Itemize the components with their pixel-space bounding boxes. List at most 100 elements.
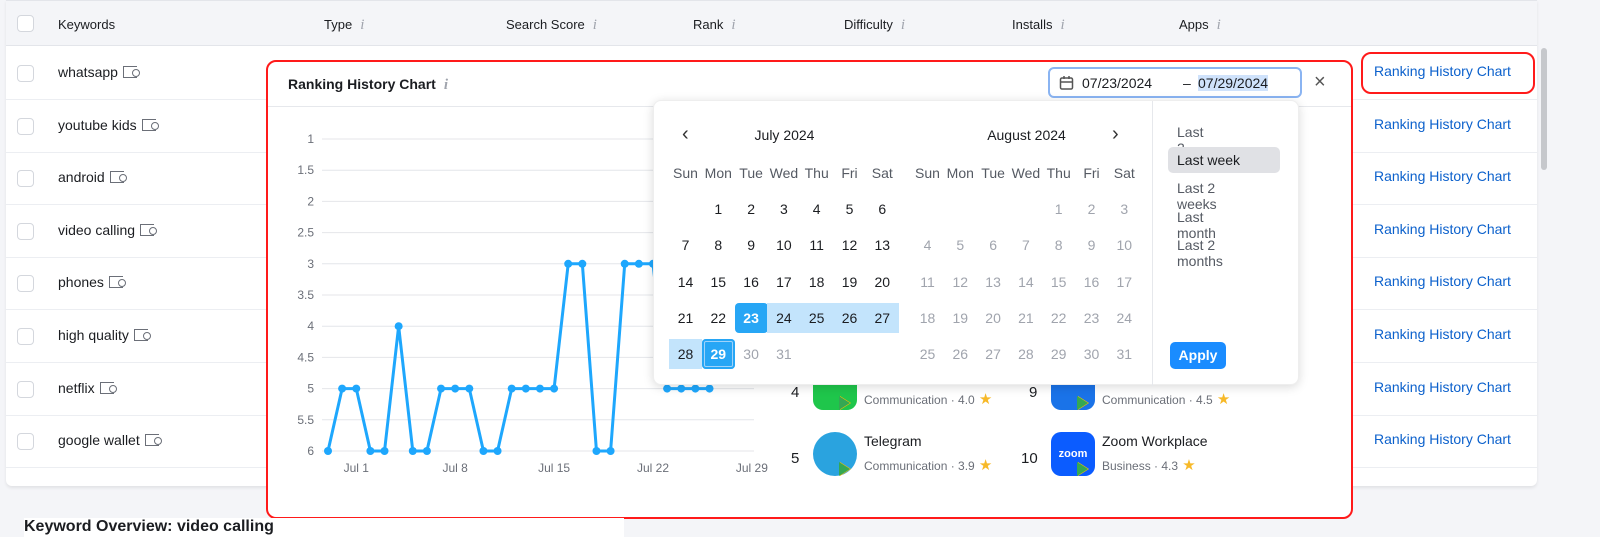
calendar-day[interactable]: 8	[714, 237, 723, 254]
preset-option[interactable]: Last 2 weeks	[1177, 180, 1217, 213]
info-icon[interactable]: i	[1216, 17, 1221, 33]
calendar-day[interactable]: 16	[1083, 273, 1100, 290]
calendar-day[interactable]: 20	[985, 309, 1001, 326]
calendar-day[interactable]: 6	[878, 201, 887, 217]
calendar-day[interactable]: 1	[1054, 201, 1063, 217]
ranking-history-chart-link[interactable]: Ranking History Chart	[1374, 168, 1511, 185]
ranking-history-chart-link[interactable]: Ranking History Chart	[1374, 273, 1511, 290]
row-checkbox[interactable]	[17, 65, 34, 82]
calendar-day[interactable]: 27	[985, 346, 1001, 363]
col-rank[interactable]: Rank i	[693, 17, 736, 34]
ranking-history-chart-link[interactable]: Ranking History Chart	[1374, 431, 1511, 448]
ranking-history-chart-link[interactable]: Ranking History Chart	[1374, 326, 1511, 342]
apply-button[interactable]: Apply	[1170, 342, 1226, 369]
calendar-day[interactable]: 21	[677, 309, 694, 326]
ranking-history-chart-link[interactable]: Ranking History Chart	[1374, 115, 1511, 132]
calendar-day[interactable]: 25	[800, 302, 834, 333]
calendar-day[interactable]: 14	[1018, 273, 1034, 290]
calendar-day[interactable]: 11	[920, 273, 935, 290]
calendar-day[interactable]: 25	[919, 346, 936, 363]
keyword-search-icon[interactable]	[140, 223, 158, 236]
ranking-history-chart-link[interactable]: Ranking History Chart	[1374, 220, 1511, 237]
calendar-day[interactable]: 7	[681, 237, 690, 254]
calendar-day[interactable]: 4	[812, 201, 821, 217]
data-point[interactable]	[366, 447, 375, 455]
data-point[interactable]	[507, 384, 516, 393]
keyword-search-icon[interactable]	[99, 381, 117, 394]
calendar-day[interactable]: 28	[669, 339, 702, 370]
calendar-day[interactable]: 15	[1050, 273, 1067, 290]
data-point[interactable]	[380, 447, 389, 455]
calendar-day[interactable]: 19	[952, 309, 969, 326]
calendar-day[interactable]: 27	[865, 302, 899, 333]
data-point[interactable]	[705, 384, 714, 393]
calendar-day[interactable]: 15	[710, 273, 727, 290]
keyword-search-icon[interactable]	[141, 118, 159, 131]
telegram-icon[interactable]	[813, 432, 857, 476]
info-icon[interactable]: i	[592, 17, 597, 33]
preset-option[interactable]: Last month	[1177, 208, 1216, 241]
row-checkbox[interactable]	[17, 328, 34, 345]
data-point[interactable]	[479, 447, 488, 455]
calendar-day[interactable]: 20	[874, 273, 891, 290]
data-point[interactable]	[324, 447, 332, 455]
ranking-history-chart-link[interactable]: Ranking History Chart	[1374, 63, 1511, 79]
calendar-day[interactable]: 9	[747, 237, 755, 254]
data-point[interactable]	[578, 259, 587, 268]
data-point[interactable]	[550, 384, 559, 393]
calendar-day[interactable]: 18	[808, 273, 825, 290]
calendar-day[interactable]: 24	[767, 302, 801, 333]
app-name[interactable]: Telegram	[864, 433, 922, 449]
calendar-day[interactable]: 17	[776, 273, 792, 290]
data-point[interactable]	[422, 447, 431, 455]
keyword-search-icon[interactable]	[109, 171, 127, 184]
data-point[interactable]	[451, 384, 460, 393]
calendar-day[interactable]: 22	[710, 309, 727, 326]
col-installs[interactable]: Installs i	[1012, 17, 1065, 34]
data-point[interactable]	[408, 447, 417, 455]
start-date[interactable]: 07/23/2024	[1082, 75, 1153, 91]
calendar-day[interactable]: 16	[743, 273, 759, 290]
calendar-day[interactable]: 12	[952, 273, 969, 290]
row-checkbox[interactable]	[17, 117, 34, 135]
preset-option[interactable]: Last week	[1168, 147, 1280, 174]
ranking-history-chart-link[interactable]: Ranking History Chart	[1374, 378, 1511, 395]
calendar-day[interactable]: 13	[874, 237, 891, 254]
calendar-day[interactable]: 3	[1120, 201, 1129, 217]
col-apps[interactable]: Apps i	[1179, 17, 1221, 34]
keyword-search-icon[interactable]	[144, 434, 162, 447]
data-point[interactable]	[352, 384, 361, 393]
data-point[interactable]	[465, 384, 474, 393]
data-point[interactable]	[437, 384, 446, 393]
info-icon[interactable]: i	[900, 17, 906, 33]
calendar-day[interactable]: 10	[776, 237, 792, 254]
calendar-day[interactable]: 4	[923, 237, 932, 254]
data-point[interactable]	[677, 384, 686, 393]
data-point[interactable]	[535, 384, 544, 393]
calendar-day[interactable]: 14	[677, 273, 694, 290]
calendar-day[interactable]: 6	[989, 237, 997, 254]
calendar-day[interactable]: 10	[1116, 237, 1133, 254]
info-icon[interactable]: i	[443, 77, 448, 93]
data-point[interactable]	[620, 259, 629, 268]
calendar-day[interactable]: 28	[1018, 346, 1034, 363]
date-range-input[interactable]: 07/23/2024 – 07/29/2024	[1048, 67, 1302, 98]
calendar-day[interactable]: 2	[1087, 201, 1096, 217]
data-point[interactable]	[691, 384, 700, 393]
app-name[interactable]: Zoom Workplace	[1102, 433, 1208, 449]
calendar-day[interactable]: 9	[1087, 237, 1096, 254]
calendar-day[interactable]: 8	[1054, 237, 1063, 254]
close-icon[interactable]: ×	[1314, 71, 1326, 93]
prev-month-button[interactable]: ‹	[682, 123, 689, 145]
select-all-checkbox[interactable]	[17, 15, 34, 32]
data-point[interactable]	[564, 259, 573, 268]
calendar-day[interactable]: 3	[779, 201, 788, 217]
row-checkbox[interactable]	[17, 170, 34, 188]
keyword-search-icon[interactable]	[133, 329, 151, 341]
data-point[interactable]	[606, 447, 615, 455]
info-icon[interactable]: i	[360, 17, 365, 33]
calendar-day[interactable]: 5	[845, 201, 854, 217]
calendar-day[interactable]: 23	[734, 302, 768, 333]
row-checkbox[interactable]	[17, 380, 34, 398]
row-checkbox[interactable]	[17, 433, 34, 451]
